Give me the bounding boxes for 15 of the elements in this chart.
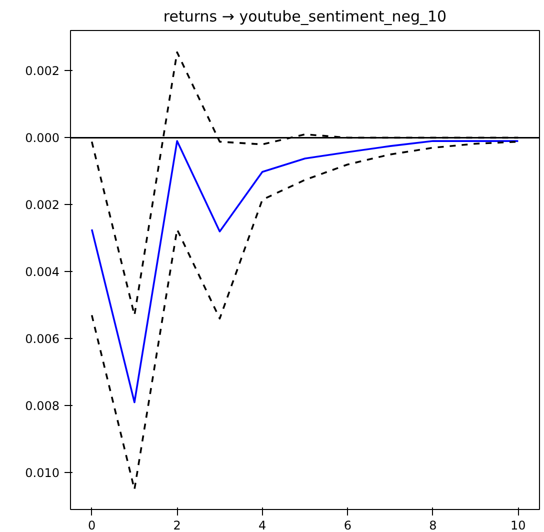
y-tick-label: 0.010 — [25, 466, 60, 480]
y-tick-label: 0.004 — [25, 265, 60, 280]
y-tick-label: 0.006 — [25, 332, 60, 346]
line-series — [90, 140, 520, 404]
chart-title: returns → youtube_sentiment_neg_10 — [163, 8, 447, 26]
y-tick-label: 0.008 — [25, 399, 60, 414]
x-tick-label: 2 — [173, 518, 181, 532]
y-tick-label: 0.000 — [25, 131, 60, 146]
x-tick-label: 0 — [88, 518, 96, 532]
x-tick-label: 8 — [429, 518, 437, 532]
x-tick-label: 10 — [510, 518, 526, 532]
y-tick-label: 0.002 — [25, 198, 60, 212]
x-tick-label: 4 — [258, 518, 266, 532]
y-tick-label: 0.002 — [25, 64, 60, 78]
x-tick-label: 6 — [344, 518, 352, 532]
